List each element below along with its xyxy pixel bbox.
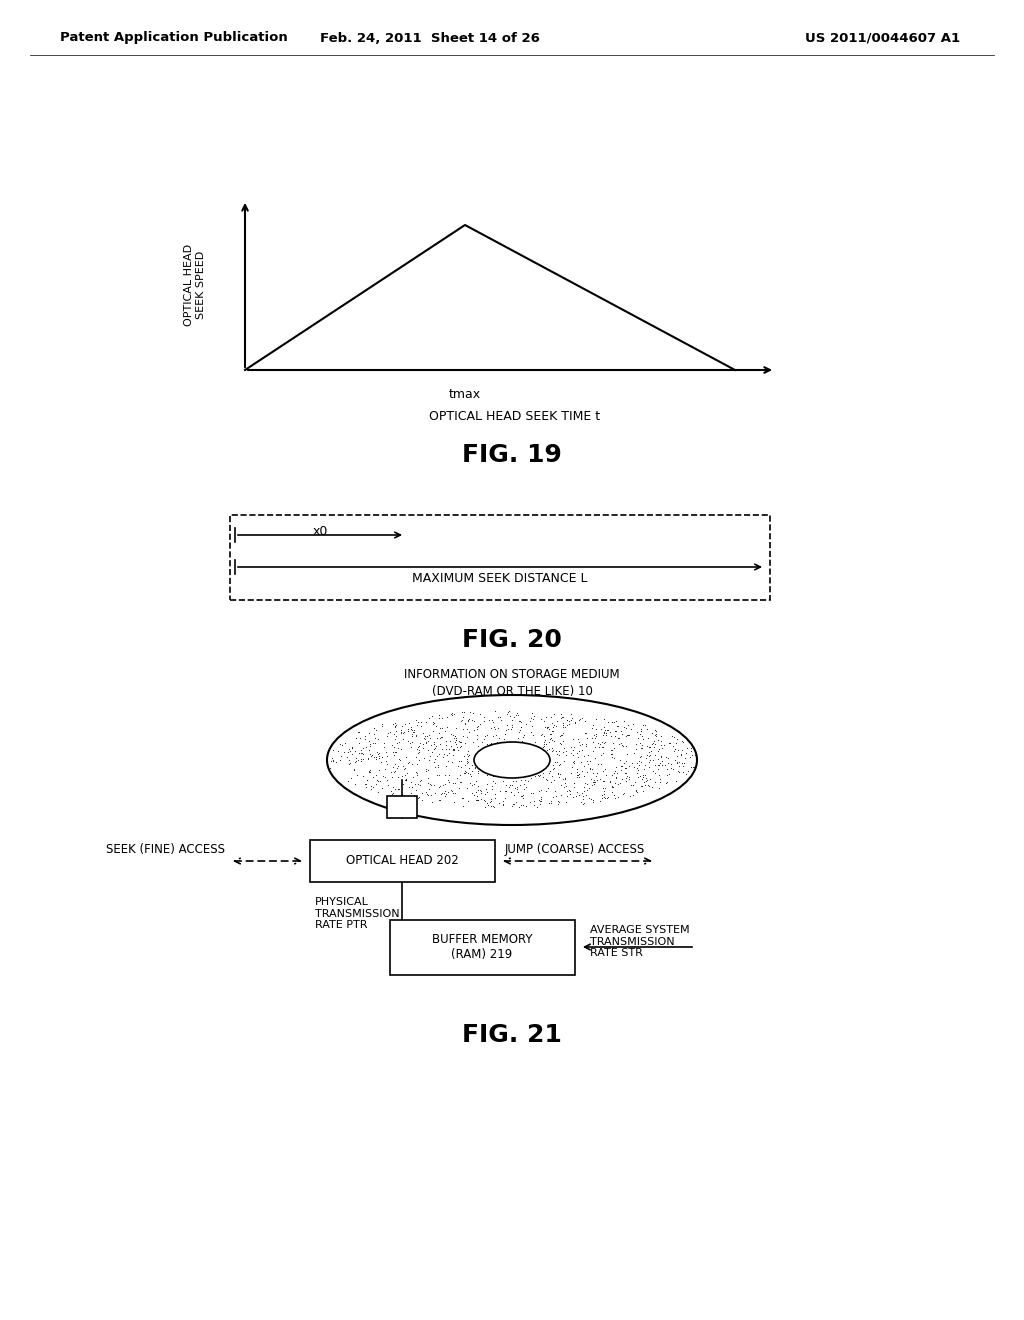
Text: (DVD-RAM OR THE LIKE) 10: (DVD-RAM OR THE LIKE) 10 <box>431 685 593 698</box>
Text: FIG. 20: FIG. 20 <box>462 628 562 652</box>
Text: FIG. 19: FIG. 19 <box>462 444 562 467</box>
Text: MAXIMUM SEEK DISTANCE L: MAXIMUM SEEK DISTANCE L <box>413 572 588 585</box>
Text: OPTICAL HEAD 202: OPTICAL HEAD 202 <box>346 854 459 867</box>
Bar <box>310 840 495 882</box>
Text: INFORMATION ON STORAGE MEDIUM: INFORMATION ON STORAGE MEDIUM <box>404 668 620 681</box>
Text: tmax: tmax <box>449 388 481 401</box>
Bar <box>387 796 417 818</box>
Text: OPTICAL HEAD SEEK TIME t: OPTICAL HEAD SEEK TIME t <box>429 411 600 422</box>
Text: JUMP (COARSE) ACCESS: JUMP (COARSE) ACCESS <box>505 843 645 855</box>
Bar <box>230 515 770 601</box>
Text: SEEK (FINE) ACCESS: SEEK (FINE) ACCESS <box>106 843 225 855</box>
Text: FIG. 21: FIG. 21 <box>462 1023 562 1047</box>
Bar <box>390 920 575 975</box>
Text: BUFFER MEMORY
(RAM) 219: BUFFER MEMORY (RAM) 219 <box>432 933 532 961</box>
Text: US 2011/0044607 A1: US 2011/0044607 A1 <box>805 32 961 45</box>
Text: OPTICAL HEAD
SEEK SPEED: OPTICAL HEAD SEEK SPEED <box>184 244 206 326</box>
Text: PHYSICAL
TRANSMISSION
RATE PTR: PHYSICAL TRANSMISSION RATE PTR <box>315 898 399 931</box>
Ellipse shape <box>474 742 550 777</box>
Text: Patent Application Publication: Patent Application Publication <box>60 32 288 45</box>
Text: x0: x0 <box>312 525 328 539</box>
Text: Feb. 24, 2011  Sheet 14 of 26: Feb. 24, 2011 Sheet 14 of 26 <box>321 32 540 45</box>
Text: AVERAGE SYSTEM
TRANSMISSION
RATE STR: AVERAGE SYSTEM TRANSMISSION RATE STR <box>590 925 689 958</box>
